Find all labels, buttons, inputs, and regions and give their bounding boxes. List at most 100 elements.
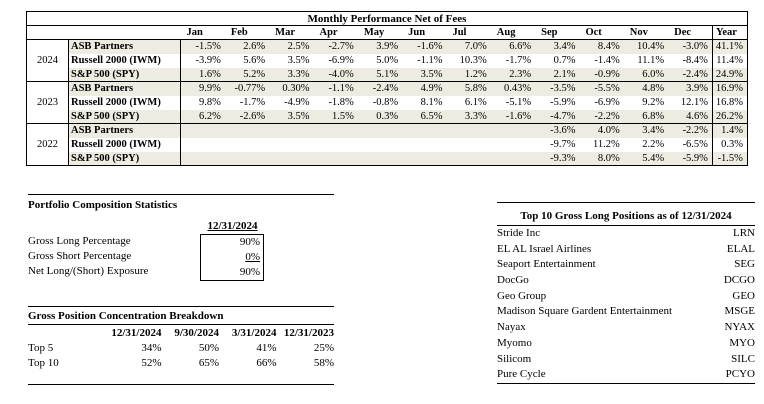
month-value: -3.9% — [195, 55, 221, 66]
concentration-title: Gross Position Concentration Breakdown — [28, 309, 334, 325]
month-header: Nov — [623, 25, 669, 40]
month-value — [357, 151, 403, 166]
month-value: -1.7% — [505, 55, 532, 66]
concentration-section: Gross Position Concentration Breakdown 1… — [28, 306, 334, 385]
year-value: 26.2% — [711, 109, 748, 124]
position-name: EL AL Israel Airlines — [497, 242, 592, 255]
month-value — [357, 123, 403, 138]
performance-table-body: 2024 ASB Partners -1.5% 2.6% 2.5% -2.7% 3.9% -1… — [26, 39, 748, 166]
top-positions-section: Top 10 Gross Long Positions as of 12/31/… — [497, 202, 755, 384]
month-value: 4.8% — [623, 81, 669, 96]
month-value: -6.9% — [328, 55, 354, 66]
month-value: 5.8% — [446, 81, 491, 96]
month-value: -4.9% — [284, 97, 310, 108]
month-value: -2.2% — [579, 109, 624, 124]
series-name: S&P 500 (SPY) — [68, 67, 181, 82]
month-value: -0.8% — [372, 97, 399, 108]
position-row: Nayax NYAX — [497, 320, 755, 336]
position-name: Silicom — [497, 352, 532, 365]
month-value — [446, 138, 490, 152]
month-value: 3.9% — [668, 81, 713, 96]
month-value: 9.9% — [180, 81, 225, 96]
month-value: -4.0% — [313, 67, 358, 82]
portfolio-composition-title: Portfolio Composition Statistics — [28, 199, 178, 211]
performance-row: S&P 500 (SPY) -9.3% 8.0% 5.4% -5.9% -1.5% — [27, 151, 748, 166]
year-label: 2024 — [26, 39, 69, 82]
position-row: Myomo MYO — [497, 336, 755, 352]
position-row: EL AL Israel Airlines ELAL — [497, 242, 755, 258]
month-value — [313, 138, 357, 152]
position-row: Stride Inc LRN — [497, 226, 755, 242]
year-column-header: Year — [711, 25, 748, 40]
year-value: 24.9% — [711, 67, 748, 82]
series-name: ASB Partners — [68, 39, 181, 54]
stat-value: 0% — [245, 251, 260, 263]
year-label: 2023 — [26, 81, 69, 124]
year-value: 11.4% — [711, 53, 748, 68]
month-value: 11.2% — [593, 139, 620, 150]
month-value — [402, 151, 447, 166]
month-value: 11.1% — [637, 55, 665, 66]
year-value: -1.5% — [711, 151, 748, 166]
month-value — [490, 123, 536, 138]
month-value: 12.1% — [680, 97, 708, 108]
month-value: -2.4% — [668, 67, 713, 82]
month-value: 9.2% — [642, 97, 665, 108]
portfolio-composition-date-header: 12/31/2024 — [207, 220, 258, 232]
month-header: Apr — [313, 25, 358, 40]
month-value: -3.0% — [668, 39, 713, 54]
stat-label: Gross Short Percentage — [28, 250, 132, 262]
performance-row: 2023 ASB Partners 9.9% -0.77% 0.30% -1.1% -2.4… — [26, 81, 748, 124]
header-spacer — [26, 25, 181, 40]
month-value: 3.3% — [269, 67, 314, 82]
month-value: -4.7% — [535, 109, 580, 124]
concentration-row-label: Top 10 — [28, 357, 59, 369]
concentration-grid: 12/31/2024 9/30/2024 3/31/2024 12/31/2023 To… — [28, 325, 334, 371]
month-value: 9.8% — [198, 97, 221, 108]
month-value: -1.7% — [239, 97, 266, 108]
position-ticker: SILC — [731, 352, 755, 365]
concentration-value: 65% — [198, 357, 219, 369]
month-header: Feb — [224, 25, 270, 40]
month-value: -1.1% — [417, 55, 443, 66]
position-name: DocGo — [497, 274, 529, 287]
concentration-header-spacer — [28, 325, 104, 341]
position-name: Myomo — [497, 336, 532, 349]
monthly-performance-table: Monthly Performance Net of Fees Jan Feb Ma… — [26, 11, 748, 166]
position-ticker: ELAL — [726, 242, 755, 255]
top-positions-list: Stride Inc LRN EL AL Israel Airlines ELAL Se… — [497, 226, 755, 384]
month-value: -0.77% — [224, 81, 270, 96]
year-value: 41.1% — [711, 39, 748, 54]
month-header: Mar — [269, 25, 314, 40]
position-row: Pure Cycle PCYO — [497, 367, 755, 383]
series-name: ASB Partners — [68, 81, 181, 96]
month-value — [181, 138, 225, 152]
month-value: 2.5% — [269, 39, 314, 54]
month-value: 3.4% — [535, 39, 580, 54]
performance-row: S&P 500 (SPY) 1.6% 5.2% 3.3% -4.0% 5.1% 3.5% 1.… — [27, 67, 748, 82]
year-value: 16.9% — [711, 81, 748, 96]
month-value — [313, 151, 358, 166]
position-name: Nayax — [497, 321, 526, 334]
series-name: ASB Partners — [68, 123, 181, 138]
performance-row: Russell 2000 (IWM) -9.7% 11.2% 2.2% -6.5% 0.3… — [27, 137, 748, 152]
month-value: 5.2% — [224, 67, 270, 82]
stat-value: 90% — [239, 236, 260, 248]
year-value: 0.3% — [711, 137, 748, 152]
month-value: 2.1% — [535, 67, 580, 82]
month-value: -6.9% — [594, 97, 620, 108]
series-name: Russell 2000 (IWM) — [68, 95, 181, 110]
month-value — [446, 123, 491, 138]
concentration-value: 41% — [256, 342, 277, 354]
stat-label: Net Long/(Short) Exposure — [28, 265, 149, 277]
month-value: 2.6% — [224, 39, 270, 54]
concentration-date-header: 9/30/2024 — [174, 327, 219, 339]
month-value: 6.5% — [402, 109, 447, 124]
month-value: 3.4% — [623, 123, 669, 138]
month-value: 0.7% — [553, 55, 576, 66]
month-value — [269, 138, 313, 152]
portfolio-composition-labels: Gross Long Percentage Gross Short Percent… — [28, 234, 200, 281]
month-value: 1.5% — [313, 109, 358, 124]
performance-row: 2024 ASB Partners -1.5% 2.6% 2.5% -2.7% 3.9% -1… — [26, 39, 748, 82]
month-header: Jan — [180, 25, 225, 40]
